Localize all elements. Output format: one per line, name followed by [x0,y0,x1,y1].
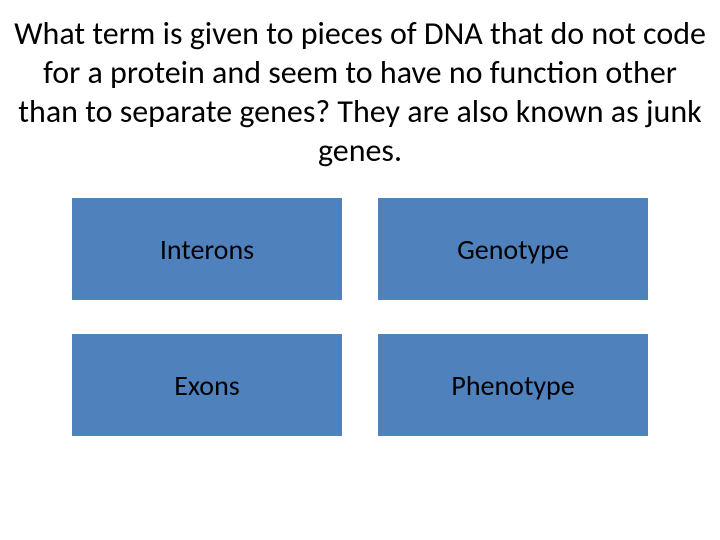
options-grid: Interons Genotype Exons Phenotype [0,198,720,436]
option-label: Interons [160,232,254,267]
option-button-2[interactable]: Exons [72,334,342,436]
option-button-1[interactable]: Genotype [378,198,648,300]
option-button-3[interactable]: Phenotype [378,334,648,436]
option-label: Genotype [457,232,569,267]
option-button-0[interactable]: Interons [72,198,342,300]
option-label: Phenotype [451,368,574,403]
question-text: What term is given to pieces of DNA that… [10,14,710,170]
question-area: What term is given to pieces of DNA that… [0,0,720,170]
option-label: Exons [174,368,239,403]
